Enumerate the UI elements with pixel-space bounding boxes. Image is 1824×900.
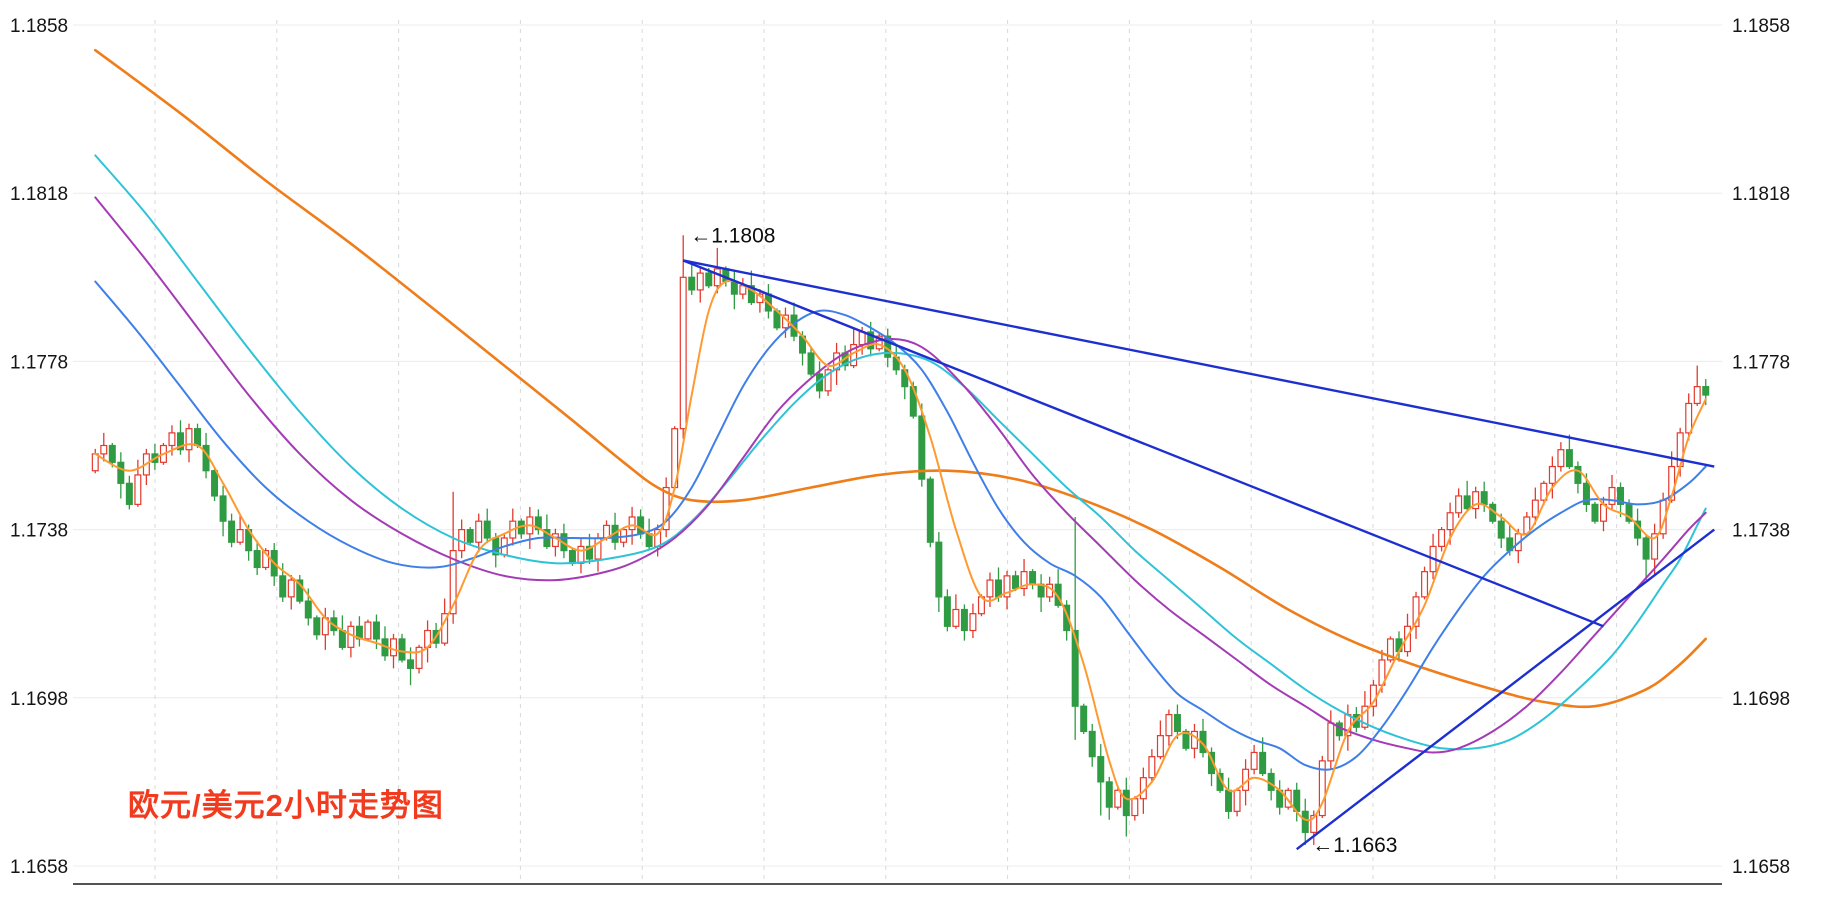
price-annotation: ←1.1663 xyxy=(1312,834,1397,857)
y-axis-labels: 1.1858 1.1858 1.1818 1.1818 1.1778 1.1778 1.17… xyxy=(10,16,1790,878)
y-axis-label-right: 1.1738 xyxy=(1732,521,1790,542)
trendline xyxy=(682,259,1715,468)
candles xyxy=(91,235,1710,845)
y-axis-label-right: 1.1658 xyxy=(1732,857,1790,878)
y-axis-label-right: 1.1698 xyxy=(1732,689,1790,710)
y-axis-label-right: 1.1818 xyxy=(1732,184,1790,205)
y-axis-label-left: 1.1778 xyxy=(10,352,68,373)
ma-line-purple xyxy=(94,196,1707,754)
moving-averages xyxy=(94,48,1707,822)
y-axis-label-right: 1.1778 xyxy=(1732,352,1790,373)
y-axis-label-left: 1.1818 xyxy=(10,184,68,205)
ma-line-cyan xyxy=(94,154,1707,751)
y-axis-label-left: 1.1858 xyxy=(10,16,68,37)
price-annotation: ←1.1808 xyxy=(690,224,775,247)
trendline xyxy=(682,259,1604,628)
y-axis-label-left: 1.1738 xyxy=(10,521,68,542)
trendline xyxy=(1295,528,1715,851)
chart-title: 欧元/美元2小时走势图 xyxy=(128,788,444,823)
ma-line-blue xyxy=(94,280,1707,771)
grid xyxy=(73,20,1722,884)
ma-line-fast-orange xyxy=(94,279,1707,822)
y-axis-label-left: 1.1658 xyxy=(10,857,68,878)
y-axis-label-left: 1.1698 xyxy=(10,689,68,710)
y-axis-label-right: 1.1858 xyxy=(1732,16,1790,37)
ma-line-slow-orange xyxy=(94,48,1707,709)
trendlines xyxy=(682,259,1715,851)
